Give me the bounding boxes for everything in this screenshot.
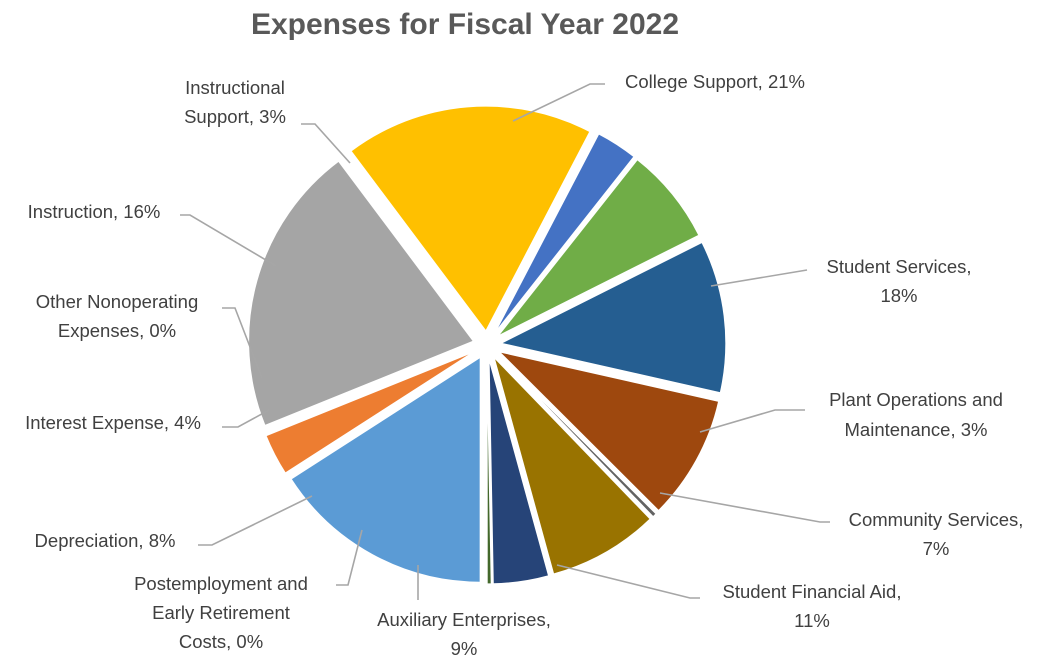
slice-postemployment-and-early-retirement-costs: [496, 354, 657, 518]
data-label-student-financial-aid: Student Financial Aid, 11%: [723, 581, 902, 631]
leader-line-plant-operations-and-maintenance: [699, 409, 805, 433]
slice-auxiliary-enterprises: [497, 350, 720, 512]
slice-college-support: [247, 160, 475, 427]
data-label-depreciation: Depreciation, 8%: [35, 530, 176, 551]
slice-plant-operations-and-maintenance: [494, 132, 635, 334]
data-label-interest-expense: Interest Expense, 4%: [25, 412, 201, 433]
pie-slices: [247, 105, 727, 585]
slice-student-services: [350, 105, 591, 333]
slice-instructional-support: [265, 350, 475, 474]
data-labels: College Support, 21% Student Services, 18%…: [25, 71, 1023, 659]
leader-line-instruction: [180, 214, 277, 267]
data-label-community-services: Community Services, 7%: [849, 509, 1024, 559]
chart-title: Expenses for Fiscal Year 2022: [251, 8, 679, 41]
leader-line-community-services: [659, 492, 830, 523]
data-label-auxiliary-enterprises: Auxiliary Enterprises, 9%: [377, 609, 551, 659]
slice-community-services: [497, 158, 700, 337]
leader-line-instructional-support: [301, 123, 351, 164]
data-label-college-support: College Support, 21%: [625, 71, 805, 92]
slice-student-financial-aid: [499, 241, 727, 394]
leader-lines: [180, 83, 830, 600]
leader-line-interest-expense: [222, 409, 270, 428]
leader-line-other-nonoperating-expenses: [222, 307, 263, 379]
data-label-instruction: Instruction, 16%: [28, 201, 161, 222]
data-label-postemployment-and-early-retirement-costs: Postemployment and Early Retirement Costs,…: [134, 573, 308, 652]
data-label-other-nonoperating-expenses: Other Nonoperating Expenses, 0%: [36, 291, 199, 341]
data-label-plant-operations-and-maintenance: Plant Operations and Maintenance, 3%: [829, 389, 1003, 440]
data-label-instructional-support: Instructional Support, 3%: [184, 77, 286, 127]
slice-other-nonoperating-expenses: [486, 358, 492, 585]
leader-line-student-services: [710, 269, 808, 287]
slice-interest-expense: [488, 358, 550, 585]
leader-line-student-financial-aid: [556, 564, 700, 599]
leader-line-postemployment-and-early-retirement-costs: [336, 529, 363, 586]
slice-instruction: [290, 356, 481, 583]
slice-depreciation: [493, 356, 652, 575]
leader-line-depreciation: [198, 495, 313, 546]
leader-line-college-support: [512, 83, 605, 122]
data-label-student-services: Student Services, 18%: [827, 256, 972, 306]
